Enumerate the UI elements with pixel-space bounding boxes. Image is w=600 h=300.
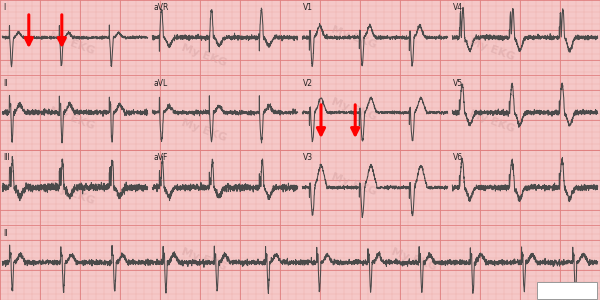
Text: My EKG: My EKG: [48, 105, 96, 131]
Text: My EKG: My EKG: [468, 108, 516, 134]
Text: aVR: aVR: [153, 4, 169, 13]
Text: My EKG: My EKG: [180, 117, 228, 143]
Text: My EKG: My EKG: [48, 180, 96, 206]
Text: aVF: aVF: [153, 154, 167, 163]
Text: My EKG: My EKG: [468, 36, 516, 62]
Text: V4: V4: [453, 4, 463, 13]
Text: V2: V2: [303, 79, 313, 88]
Text: II: II: [3, 79, 7, 88]
Text: V1: V1: [303, 4, 313, 13]
Text: My EKG: My EKG: [330, 24, 378, 50]
Text: My EKG: My EKG: [180, 246, 228, 272]
Text: My EKG: My EKG: [330, 171, 378, 197]
Bar: [537, 282, 597, 298]
Text: II: II: [3, 229, 7, 238]
Text: My EKG: My EKG: [390, 246, 438, 272]
Text: My EKG: My EKG: [330, 96, 378, 122]
Text: V5: V5: [453, 79, 463, 88]
Text: aVL: aVL: [153, 79, 167, 88]
Text: V3: V3: [303, 154, 313, 163]
Text: My EKG: My EKG: [48, 30, 96, 56]
Text: III: III: [3, 154, 10, 163]
Text: V6: V6: [453, 154, 463, 163]
Text: My EKG: My EKG: [180, 42, 228, 68]
Text: I: I: [3, 4, 5, 13]
